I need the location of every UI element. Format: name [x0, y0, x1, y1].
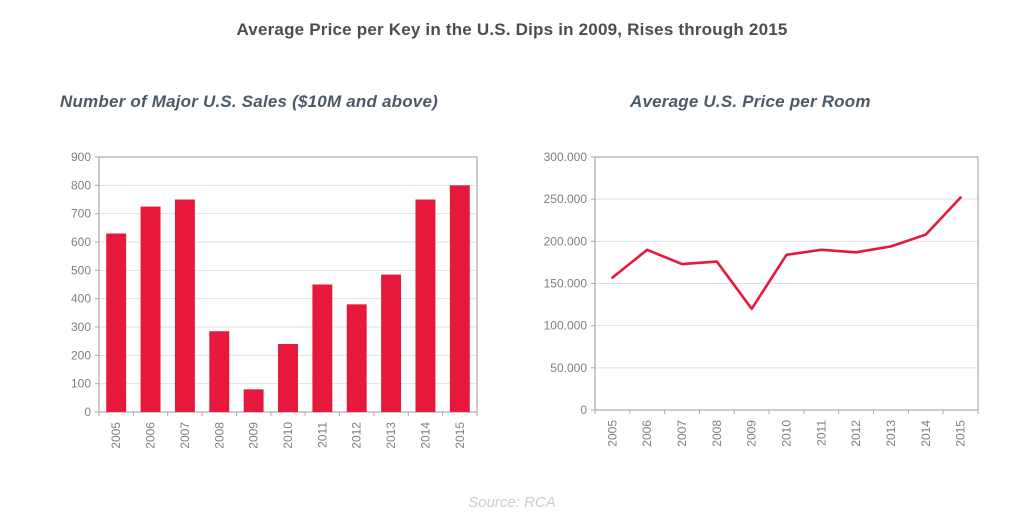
- x-tick-label: 2009: [745, 420, 759, 447]
- bar-2009: [243, 389, 264, 412]
- bar-2013: [381, 274, 402, 412]
- x-tick-label: 2007: [675, 420, 689, 447]
- x-tick-label: 2006: [144, 422, 158, 449]
- line-chart: 0 50.000 100.000 150.000 200.000 250.000 300.0…: [544, 150, 979, 447]
- y-tick-label: 200: [71, 348, 91, 362]
- x-tick-label: 2012: [849, 420, 863, 447]
- bar-2011: [312, 284, 333, 412]
- x-tick-label: 2005: [605, 420, 619, 447]
- x-tick-label: 2013: [384, 422, 398, 449]
- y-tick-label: 0: [84, 405, 91, 419]
- x-tick-label: 2010: [281, 422, 295, 449]
- bar-2010: [278, 344, 298, 412]
- bar-2008: [209, 331, 230, 412]
- y-tick-label: 500: [71, 263, 91, 277]
- x-tick-label: 2014: [919, 420, 933, 447]
- x-tick-label: 2014: [418, 422, 432, 449]
- y-tick-label: 800: [71, 178, 91, 192]
- x-tick-label: 2015: [453, 422, 467, 449]
- page-title: Average Price per Key in the U.S. Dips i…: [236, 20, 788, 39]
- bar-2006: [140, 206, 161, 412]
- y-tick-label: 100.000: [544, 319, 588, 333]
- bar-2005: [106, 233, 127, 412]
- x-tick-label: 2009: [247, 422, 261, 449]
- x-tick-label: 2008: [710, 420, 724, 447]
- x-tick-label: 2015: [954, 420, 968, 447]
- x-tick-label: 2008: [212, 422, 226, 449]
- x-tick-label: 2007: [178, 422, 192, 449]
- price-per-room-line: [611, 196, 962, 311]
- y-tick-label: 0: [580, 403, 587, 417]
- bar-chart: 0 100 200 300 400 500 600 700 800 900 2005 2006 2007…: [71, 150, 478, 449]
- y-tick-label: 600: [71, 235, 91, 249]
- y-tick-label: 900: [71, 150, 91, 164]
- x-tick-label: 2011: [315, 422, 329, 448]
- x-tick-label: 2011: [814, 420, 828, 446]
- bar-2014: [415, 199, 436, 412]
- x-tick-label: 2013: [884, 420, 898, 447]
- y-tick-label: 200.000: [544, 234, 588, 248]
- y-tick-label: 700: [71, 207, 91, 221]
- x-tick-label: 2006: [640, 420, 654, 447]
- y-tick-label: 300: [71, 320, 91, 334]
- source-note: Source: RCA: [468, 494, 556, 511]
- y-tick-label: 100: [71, 377, 91, 391]
- y-tick-label: 300.000: [544, 150, 588, 164]
- y-tick-label: 50.000: [550, 361, 587, 375]
- bar-chart-title: Number of Major U.S. Sales ($10M and abo…: [60, 92, 438, 111]
- line-chart-title: Average U.S. Price per Room: [630, 92, 871, 111]
- x-tick-label: 2012: [350, 422, 364, 449]
- y-tick-label: 150.000: [544, 277, 588, 291]
- y-tick-label: 400: [71, 292, 91, 306]
- y-tick-label: 250.000: [544, 192, 588, 206]
- bar-2012: [346, 304, 367, 412]
- x-tick-label: 2005: [109, 422, 123, 449]
- x-tick-label: 2010: [780, 420, 794, 447]
- bar-2015: [449, 185, 470, 412]
- bar-2007: [174, 199, 195, 412]
